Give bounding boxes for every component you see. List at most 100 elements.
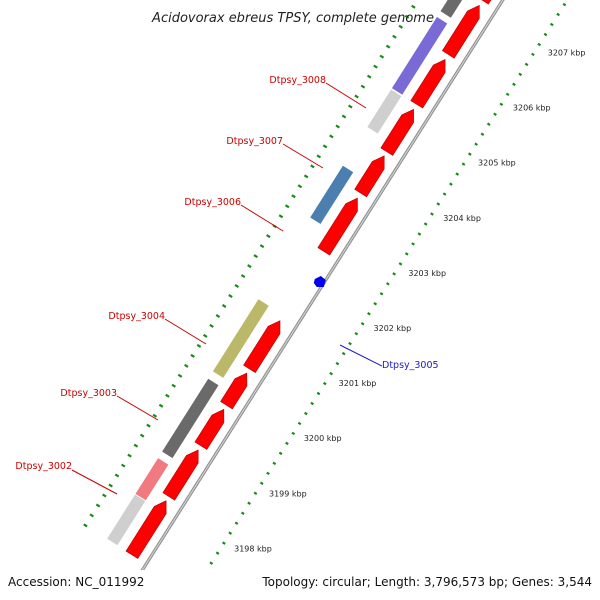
forward-strand-track: [125, 0, 492, 559]
outer-tick: [196, 343, 202, 348]
gene-block-dtpsy-3007: [366, 88, 403, 135]
forward-cds: [243, 320, 281, 374]
gene-block-dtpsy-3006: [309, 164, 355, 226]
scale-tick: [253, 491, 258, 496]
outer-tick: [240, 274, 246, 279]
gene-labels: Dtpsy_3002 Dtpsy_3003 Dtpsy_3004 Dtpsy_3005…: [15, 75, 439, 495]
scale-tick: [430, 212, 434, 216]
scale-tick: [310, 401, 315, 406]
scale-tick: [455, 172, 460, 176]
scale-tick: [234, 521, 239, 525]
scale-tick: [360, 321, 365, 326]
gene-label-dtpsy-3003: Dtpsy_3003: [60, 388, 117, 399]
scale-tick: [398, 262, 403, 266]
scale-tick: [354, 331, 359, 336]
outer-tick: [120, 463, 126, 468]
backbone-highlight: [141, 0, 504, 570]
map-body: [83, 0, 567, 594]
scale-tick: [461, 162, 466, 166]
gene-label-dtpsy-3002: Dtpsy_3002: [15, 461, 72, 472]
outer-tick: [83, 523, 88, 528]
outer-tick: [404, 14, 410, 19]
scale-label: 3207 kbp: [548, 48, 586, 57]
outer-tick: [360, 84, 366, 89]
outer-tick: [335, 124, 340, 129]
scale-tick: [291, 431, 296, 436]
scale-tick: [247, 501, 251, 505]
scale-tick: [411, 242, 415, 246]
outer-tick: [221, 303, 227, 308]
scale-tick: [215, 551, 220, 555]
scale-ticks: [191, 2, 567, 594]
gene-label-dtpsy-3008: Dtpsy_3008: [269, 75, 326, 86]
scale-tick: [562, 2, 567, 7]
forward-cds: [125, 500, 167, 559]
scale-tick: [549, 22, 554, 27]
outer-tick: [171, 383, 176, 388]
scale-label: 3203 kbp: [408, 269, 446, 278]
outer-tick: [329, 134, 334, 139]
outer-tick: [247, 264, 252, 269]
forward-cds: [317, 197, 358, 256]
scale-tick: [474, 142, 478, 146]
scale-tick: [537, 42, 542, 47]
forward-cds: [194, 408, 225, 450]
scale-label: 3198 kbp: [234, 544, 272, 553]
gene-block-dtpsy-3005: [313, 276, 326, 287]
gene-label-leader: [325, 82, 367, 109]
outer-tick: [102, 493, 107, 498]
scale-tick: [272, 461, 277, 466]
gene-label-dtpsy-3007: Dtpsy_3007: [226, 136, 283, 147]
gene-label-leader: [116, 395, 159, 421]
scale-tick: [436, 202, 441, 206]
scale-tick: [392, 272, 397, 276]
feature-track: [106, 0, 464, 547]
forward-cds: [380, 108, 414, 156]
gene-block: [439, 0, 464, 19]
outer-tick: [291, 194, 296, 199]
outer-tick: [209, 323, 214, 328]
scale-tick: [285, 441, 289, 446]
backbone-line: [140, 0, 505, 570]
outer-tick: [184, 363, 189, 368]
scale-tick: [404, 252, 409, 256]
scale-labels: 3198 kbp 3199 kbp 3200 kbp 3201 kbp 3202 kbp…: [234, 48, 585, 553]
scale-tick: [259, 481, 264, 486]
outer-tick: [190, 353, 195, 358]
outer-tick: [165, 393, 170, 398]
scale-tick: [449, 182, 453, 186]
gene-label-dtpsy-3004: Dtpsy_3004: [108, 311, 165, 322]
scale-tick: [316, 391, 321, 396]
scale-label: 3201 kbp: [339, 379, 377, 388]
gene-label-leader: [164, 318, 207, 345]
scale-tick: [322, 381, 327, 386]
scale-tick: [191, 592, 194, 594]
gene-block-dtpsy-3002: [134, 457, 170, 502]
outer-tick: [398, 24, 404, 29]
scale-tick: [222, 541, 226, 545]
outer-tick: [133, 443, 139, 448]
gene-label-leader: [339, 344, 383, 367]
outer-tick: [89, 513, 95, 518]
forward-cds: [410, 59, 446, 109]
forward-cds: [481, 0, 492, 5]
outer-tick: [297, 184, 303, 189]
scale-tick: [240, 511, 245, 515]
map-title: Acidovorax ebreus TPSY, complete genome: [151, 11, 434, 26]
scale-tick: [493, 112, 497, 117]
outer-tick: [202, 333, 208, 338]
scale-label: 3204 kbp: [443, 214, 481, 223]
scale-tick: [379, 292, 384, 296]
outer-tick: [259, 244, 265, 249]
scale-tick: [266, 471, 270, 476]
outer-tick: [379, 54, 385, 59]
forward-cds: [441, 4, 480, 59]
scale-tick: [531, 52, 535, 57]
outer-tick: [177, 373, 183, 378]
scale-label: 3200 kbp: [304, 434, 342, 443]
scale-tick: [228, 531, 233, 535]
outer-tick: [354, 94, 359, 99]
outer-tick: [373, 64, 378, 69]
scale-tick: [197, 582, 200, 584]
scale-tick: [297, 421, 302, 426]
